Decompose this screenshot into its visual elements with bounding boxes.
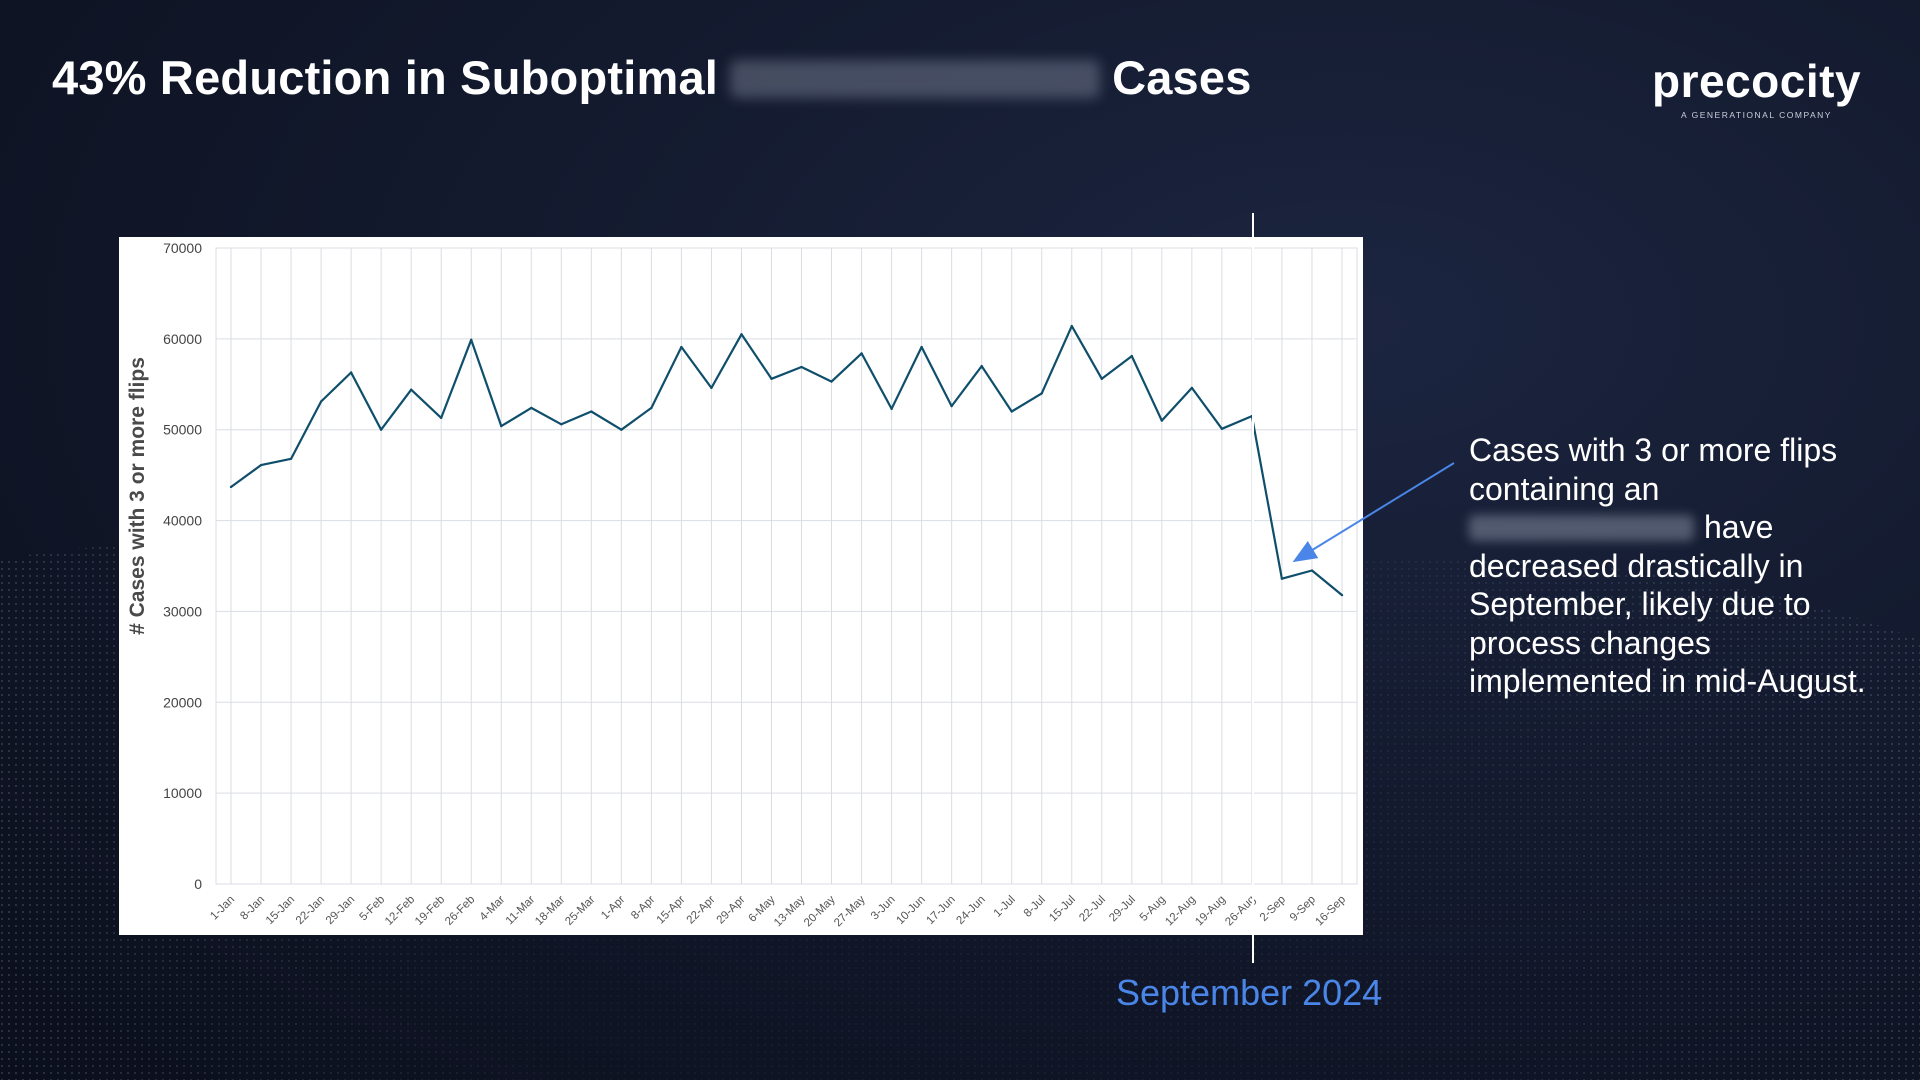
y-tick-label: 20000 bbox=[163, 694, 202, 710]
x-tick-label: 15-Apr bbox=[655, 894, 688, 927]
x-tick-label: 20-May bbox=[802, 893, 838, 929]
september-divider-line bbox=[1252, 213, 1254, 963]
data-point bbox=[1280, 577, 1284, 580]
x-tick-label: 26-Feb bbox=[443, 894, 477, 928]
y-tick-label: 60000 bbox=[163, 331, 202, 347]
logo-tagline: A GENERATIONAL COMPANY bbox=[1681, 110, 1832, 120]
line-chart: 0 10000 20000 30000 40000 50000 60000 70000 1-Ja… bbox=[126, 240, 1358, 929]
data-point bbox=[1190, 386, 1194, 390]
data-point bbox=[289, 457, 293, 460]
data-point bbox=[530, 406, 533, 410]
x-tick-label: 18-Mar bbox=[533, 894, 567, 928]
company-logo: precocity A GENERATIONAL COMPANY bbox=[1652, 58, 1861, 120]
x-tick-label: 13-May bbox=[772, 893, 808, 929]
data-point bbox=[980, 364, 983, 368]
x-tick-label: 15-Jan bbox=[264, 894, 297, 927]
x-tick-label: 29-Apr bbox=[715, 894, 748, 927]
data-point bbox=[1070, 324, 1073, 328]
data-point bbox=[770, 377, 773, 381]
data-point bbox=[710, 386, 713, 390]
data-point bbox=[950, 404, 953, 408]
x-tick-label: 15-Jul bbox=[1047, 894, 1078, 925]
data-point bbox=[1310, 569, 1314, 572]
x-tick-label: 17-Jun bbox=[924, 894, 957, 927]
annotation-part-1: Cases with 3 or more flips containing an bbox=[1469, 432, 1838, 507]
data-point bbox=[890, 407, 893, 411]
data-point bbox=[259, 463, 263, 467]
data-point bbox=[349, 371, 353, 374]
x-tick-label: 8-Apr bbox=[629, 894, 657, 922]
page-title: 43% Reduction in Suboptimal Cases bbox=[52, 50, 1252, 105]
data-point bbox=[1160, 419, 1164, 422]
plot-area-frame bbox=[215, 247, 1358, 885]
x-tick-label: 1-Jan bbox=[208, 894, 237, 923]
x-tick-label: 19-Aug bbox=[1193, 894, 1228, 929]
data-point bbox=[680, 345, 683, 349]
x-tick-label: 8-Jul bbox=[1022, 894, 1048, 920]
x-tick-label: 11-Mar bbox=[504, 894, 538, 928]
data-point bbox=[439, 416, 443, 420]
september-label: September 2024 bbox=[1116, 972, 1383, 1013]
data-point bbox=[740, 333, 743, 336]
data-point bbox=[560, 423, 563, 426]
x-tick-label: 10-Jun bbox=[894, 894, 927, 927]
x-tick-label: 22-Jul bbox=[1077, 894, 1108, 925]
x-tick-label: 19-Feb bbox=[413, 894, 447, 928]
x-tick-label: 25-Mar bbox=[563, 894, 597, 928]
x-tick-label: 24-Jun bbox=[954, 894, 987, 927]
x-tick-label: 22-Apr bbox=[685, 894, 718, 927]
data-point bbox=[379, 428, 383, 431]
x-tick-label: 22-Jan bbox=[294, 894, 327, 927]
y-tick-label: 30000 bbox=[163, 603, 202, 619]
title-prefix: 43% Reduction in Suboptimal bbox=[52, 51, 719, 104]
data-point bbox=[590, 410, 593, 413]
data-point bbox=[500, 424, 503, 428]
data-point bbox=[1100, 377, 1103, 381]
data-point bbox=[800, 365, 803, 369]
data-point bbox=[229, 485, 233, 489]
x-tick-label: 16-Sep bbox=[1313, 894, 1348, 929]
data-point bbox=[1130, 354, 1134, 358]
data-point bbox=[650, 406, 653, 410]
x-tick-label: 27-May bbox=[832, 893, 868, 929]
data-point bbox=[620, 428, 623, 431]
x-tick-label: 1-Jul bbox=[992, 894, 1018, 920]
y-tick-label: 0 bbox=[194, 876, 202, 892]
x-tick-label: 1-Apr bbox=[599, 894, 627, 922]
data-point bbox=[920, 345, 923, 349]
y-tick-label: 40000 bbox=[163, 513, 202, 529]
annotation-text: Cases with 3 or more flips containing an… bbox=[1469, 431, 1889, 701]
y-tick-label: 10000 bbox=[163, 785, 202, 801]
line-chart-card: 0 10000 20000 30000 40000 50000 60000 70000 1-Ja… bbox=[119, 237, 1363, 935]
x-tick-label: 12-Aug bbox=[1163, 894, 1198, 929]
x-tick-label: 2-Sep bbox=[1258, 894, 1288, 924]
data-point bbox=[1010, 410, 1013, 413]
y-tick-label: 70000 bbox=[163, 240, 202, 256]
y-tick-label: 50000 bbox=[163, 422, 202, 438]
annotation-part-2: have decreased drastically in September,… bbox=[1469, 509, 1866, 699]
y-axis-label: # Cases with 3 or more flips bbox=[126, 357, 149, 635]
annotation-redacted-block bbox=[1469, 515, 1694, 541]
x-tick-label: 29-Jul bbox=[1107, 894, 1138, 925]
data-point bbox=[1340, 593, 1344, 597]
data-point bbox=[470, 338, 473, 341]
x-tick-label: 12-Feb bbox=[383, 894, 417, 928]
title-redacted-block bbox=[730, 60, 1101, 98]
data-point bbox=[1220, 427, 1224, 431]
data-point bbox=[409, 388, 413, 391]
logo-wordmark: precocity bbox=[1652, 55, 1862, 107]
data-point bbox=[319, 400, 323, 403]
title-suffix: Cases bbox=[1112, 51, 1252, 104]
x-tick-label: 29-Jan bbox=[324, 894, 357, 927]
data-point bbox=[830, 380, 833, 383]
data-point bbox=[860, 352, 863, 355]
data-point bbox=[1040, 392, 1043, 395]
series-line bbox=[230, 324, 1343, 596]
